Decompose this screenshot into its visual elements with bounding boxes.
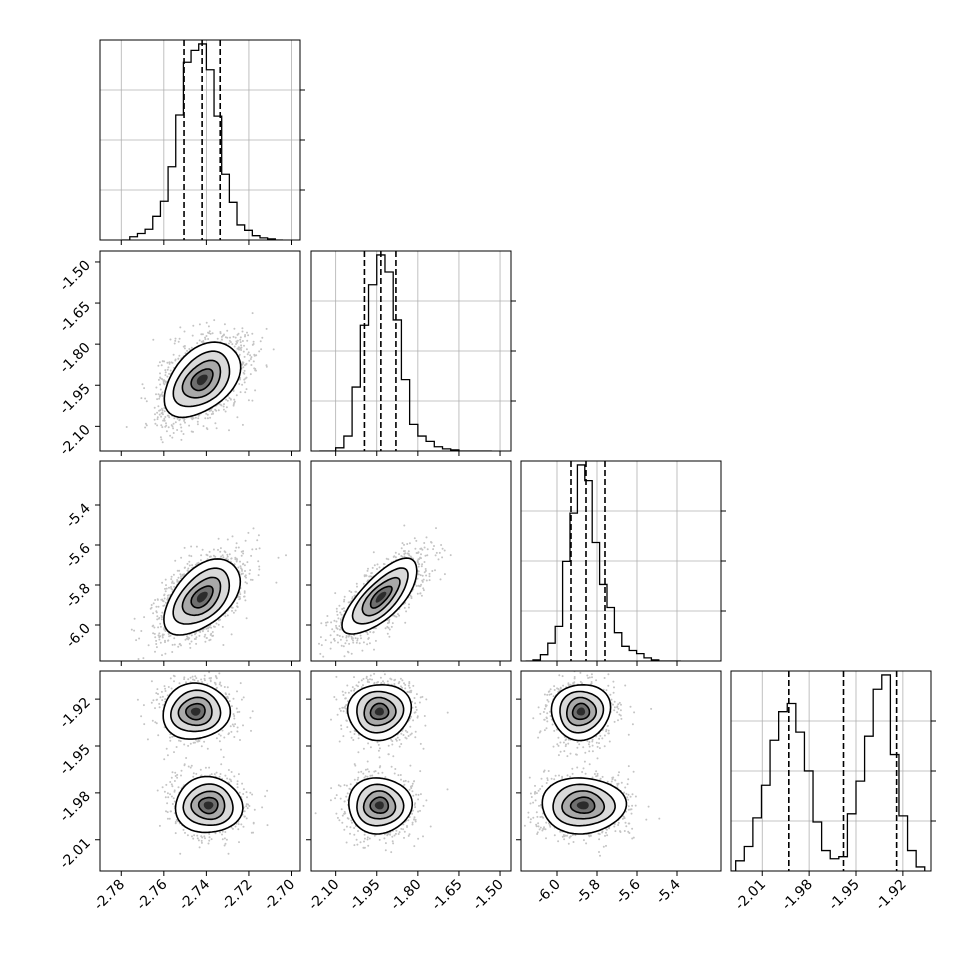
axes-frame-2-1 <box>310 460 512 662</box>
x-tick-label-2-0: -6.0 <box>533 877 564 908</box>
x-tick-label-1-4: -1.50 <box>470 877 507 914</box>
scatter-panel-3-0 <box>136 671 269 855</box>
density-contour-4 <box>196 374 208 386</box>
y-tick-label-1-2: -1.80 <box>57 340 94 377</box>
histogram-panel-0 <box>100 40 300 240</box>
histogram-steps <box>525 464 681 661</box>
x-tick-label-0-4: -2.70 <box>261 877 298 914</box>
x-tick-label-1-3: -1.65 <box>429 877 466 914</box>
scatter-panel-3-2 <box>523 671 661 857</box>
y-tick-label-3-3: -1.92 <box>57 695 94 732</box>
axes-frame-3-2 <box>520 670 722 872</box>
density-contour-4 <box>576 801 589 810</box>
x-tick-label-0-0: -2.78 <box>91 877 128 914</box>
histogram-steps <box>319 254 492 451</box>
histogram-panel-3 <box>731 671 931 871</box>
x-tick-label-0-2: -2.74 <box>176 876 213 913</box>
y-tick-label-1-1: -1.95 <box>57 381 94 418</box>
y-tick-label-2-1: -5.8 <box>63 581 94 612</box>
x-tick-label-1-2: -1.80 <box>388 877 425 914</box>
y-tick-label-3-1: -1.98 <box>57 788 94 825</box>
density-contour-4 <box>196 591 208 603</box>
x-tick-label-0-1: -2.76 <box>134 876 171 913</box>
x-tick-label-2-3: -5.4 <box>653 876 684 907</box>
y-tick-label-3-2: -1.95 <box>57 742 94 779</box>
x-tick-label-0-3: -2.72 <box>219 877 256 914</box>
x-tick-label-2-1: -5.8 <box>573 877 604 908</box>
y-tick-label-3-0: -2.01 <box>57 835 94 872</box>
y-tick-label-1-4: -1.50 <box>57 257 94 294</box>
x-tick-label-3-1: -1.98 <box>779 877 816 914</box>
y-tick-label-2-2: -5.6 <box>63 540 94 571</box>
x-tick-label-2-2: -5.6 <box>613 876 644 907</box>
y-tick-label-1-0: -2.10 <box>57 422 94 459</box>
density-contour-4 <box>374 707 384 716</box>
density-contour-4 <box>576 707 586 716</box>
density-contour-4 <box>203 801 214 810</box>
y-tick-label-2-3: -5.4 <box>63 500 94 531</box>
axes-frame-3-0 <box>99 670 301 872</box>
scatter-panel-1-0 <box>125 312 275 444</box>
histogram-panel-1 <box>311 251 511 451</box>
density-contour-4 <box>375 591 387 603</box>
x-tick-label-1-1: -1.95 <box>347 877 384 914</box>
x-tick-label-3-3: -1.92 <box>873 877 910 914</box>
y-tick-label-1-3: -1.65 <box>57 299 94 336</box>
x-tick-label-3-0: -2.01 <box>732 877 769 914</box>
histogram-panel-2 <box>521 461 721 661</box>
scatter-panel-2-1 <box>318 524 452 661</box>
axes-frame-3-1 <box>310 670 512 872</box>
histogram-steps <box>731 674 926 871</box>
scatter-panel-2-0 <box>130 527 288 660</box>
axes-frame-1-0 <box>99 250 301 452</box>
axes-frame-2-0 <box>99 460 301 662</box>
density-contour-4 <box>374 801 384 810</box>
density-contour-4 <box>190 707 201 716</box>
y-tick-label-2-0: -6.0 <box>63 621 94 652</box>
scatter-panel-3-1 <box>314 671 449 854</box>
x-tick-label-3-2: -1.95 <box>826 877 863 914</box>
x-tick-label-1-0: -2.10 <box>306 877 343 914</box>
